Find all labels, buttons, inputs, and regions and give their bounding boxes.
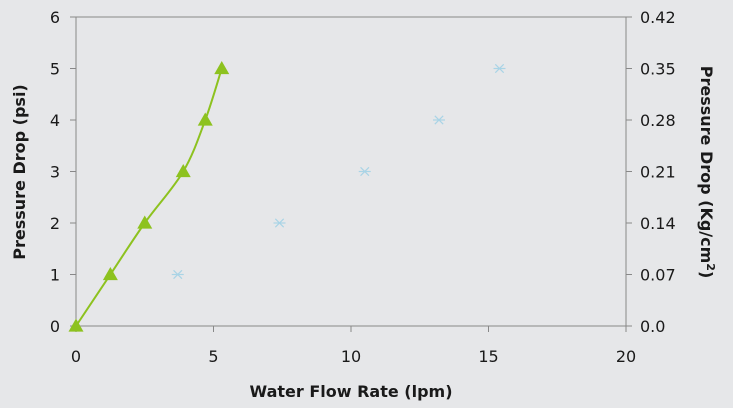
y2-tick-label: 0.21 (640, 163, 676, 182)
y2-tick-label: 0.0 (640, 317, 665, 336)
right-y-axis-label: Pressure Drop (Kg/cm2) (697, 66, 718, 279)
asterisk-marker (433, 115, 445, 125)
asterisk-stroke (360, 166, 370, 177)
y-tick-label: 3 (50, 163, 60, 182)
right-y-axis-label-main: Pressure Drop (Kg/cm (697, 66, 716, 264)
asterisk-marker (171, 269, 184, 280)
triangle-marker (68, 318, 84, 332)
left-y-axis-label: Pressure Drop (psi) (10, 84, 29, 260)
asterisk-stroke (434, 115, 444, 125)
series-2 (171, 63, 506, 280)
triangle-marker (214, 61, 230, 75)
series-1 (68, 61, 230, 332)
triangle-marker (102, 267, 118, 281)
series-layer (68, 61, 506, 332)
asterisk-marker (493, 63, 506, 74)
y2-tick-label: 0.14 (640, 214, 676, 233)
x-tick-label: 20 (616, 347, 636, 366)
asterisk-stroke (173, 269, 183, 280)
y-tick-label: 4 (50, 111, 60, 130)
asterisk-stroke (494, 63, 505, 74)
asterisk-marker (273, 218, 286, 228)
x-tick-label: 5 (208, 347, 218, 366)
series-1-line (75, 68, 223, 327)
y-tick-label: 1 (50, 266, 60, 285)
asterisk-stroke (274, 218, 285, 228)
y-tick-label: 6 (50, 8, 60, 27)
asterisk-marker (358, 166, 371, 177)
right-y-axis-label-sup: 2 (705, 263, 718, 271)
triangle-marker (137, 215, 153, 229)
y2-tick-label: 0.35 (640, 60, 676, 79)
y2-tick-label: 0.42 (640, 8, 676, 27)
x-tick-label: 15 (478, 347, 498, 366)
x-tick-label: 0 (71, 347, 81, 366)
y2-tick-label: 0.28 (640, 111, 676, 130)
y-tick-label: 5 (50, 60, 60, 79)
y-tick-label: 0 (50, 317, 60, 336)
right-y-axis-label-close: ) (697, 271, 716, 278)
ticks: 0 5 10 15 20 0 1 2 3 4 5 6 0.0 0.07 0.14 0.21 0.28 0.35 0.… (50, 8, 676, 366)
y-tick-label: 2 (50, 214, 60, 233)
triangle-marker (197, 112, 213, 126)
y2-tick-label: 0.07 (640, 266, 676, 285)
x-axis-label: Water Flow Rate (lpm) (249, 382, 452, 401)
x-tick-label: 10 (341, 347, 361, 366)
triangle-marker (175, 164, 191, 178)
plot-frame (75, 16, 627, 327)
